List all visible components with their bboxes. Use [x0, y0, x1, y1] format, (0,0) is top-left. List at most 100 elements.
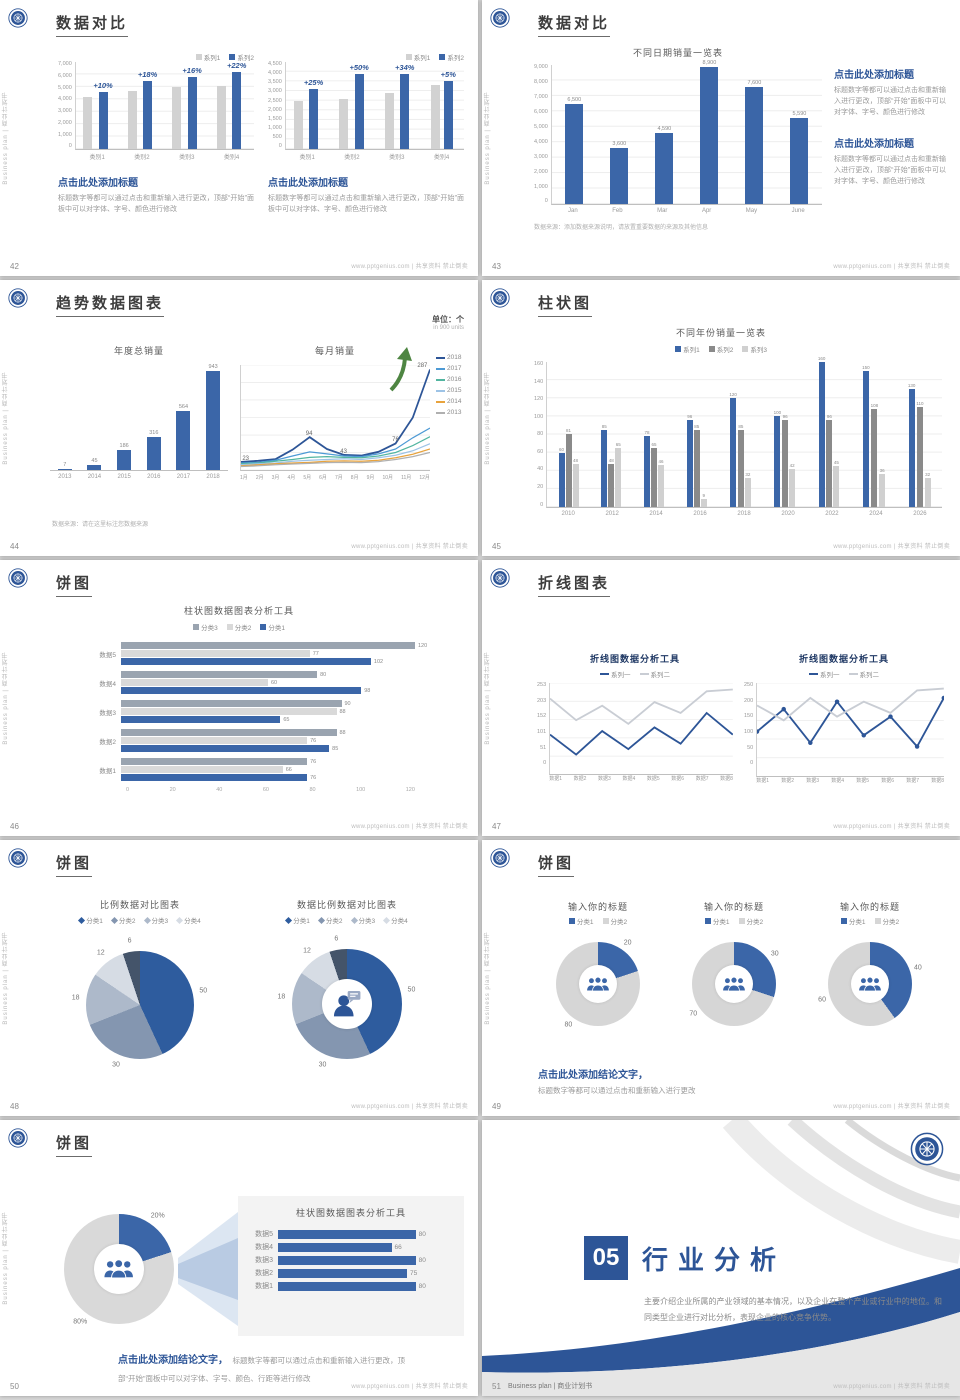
value-label: 60: [271, 679, 278, 686]
donut-chart: 30 70: [689, 942, 779, 1026]
pie-block-left: 比例数据对比图表 分类1 分类2 分类3 分类4 50 30 18 12 6: [55, 898, 225, 1069]
value-label: 80: [418, 1282, 426, 1290]
person-chat-icon: [331, 988, 362, 1019]
slide-number: 42: [10, 262, 19, 271]
bar: [879, 474, 886, 507]
slide-42[interactable]: Business plan | 商业计划书 数据对比 系列1 系列2 7,000 6…: [0, 0, 478, 276]
hbar-row: 数据3 90 88 65: [95, 700, 415, 723]
slice-label: 30: [770, 950, 779, 958]
slide-45[interactable]: Business plan | 商业计划书 柱状图 不同年份销量一览表 系列1 系…: [482, 280, 960, 556]
value-label: 75: [410, 1269, 418, 1277]
bar: [700, 66, 719, 204]
bar-group: +25%: [293, 62, 323, 149]
x-tick-label: 2012: [605, 511, 619, 517]
x-tick-label: 数据3: [806, 778, 819, 785]
x-tick-label: 数据1: [756, 778, 769, 785]
legend-item: 分类2: [317, 915, 343, 925]
legend-item: 分类4: [176, 915, 201, 925]
y-tick-label: 500: [272, 134, 282, 141]
slide-49[interactable]: Business plan | 商业计划书 饼图 输入你的标题 分类1 分类2 2…: [482, 840, 960, 1116]
chart-legend: 系列一 系列二: [537, 669, 733, 679]
chart-title: 年度总销量: [113, 346, 164, 356]
bar: [354, 73, 364, 149]
chart-block-left: 年度总销量 7 45 186 316 564 943 2013 2014 2015 2016 201…: [50, 344, 228, 483]
value-label: 100: [773, 410, 782, 416]
chart-block-right: 折线图数据分析工具 系列一 系列二 250 200 150 100 50 0 数据1 数据2 数据…: [744, 652, 944, 784]
y-tick-label: 9,000: [534, 64, 548, 70]
y-tick-label: 51: [540, 744, 547, 751]
slide-43[interactable]: Business plan | 商业计划书 数据对比 不同日期销量一览表 9,0…: [482, 0, 960, 276]
block-heading: 点击此处添加标题: [834, 138, 914, 150]
slide-51[interactable]: 05 行业分析 主要介绍企业所属的产业领域的基本情况，以及企业在整个产业或行业中…: [482, 1120, 960, 1396]
x-tick-label: 数据6: [881, 778, 894, 785]
x-tick-label: Jan: [568, 208, 578, 214]
y-tick-label: 200: [744, 697, 754, 704]
brand-logo-icon: [490, 288, 510, 308]
value-label: 316: [149, 429, 159, 436]
bar: [789, 468, 796, 507]
unit-sublabel: in 900 units: [433, 325, 464, 331]
people-icon: [103, 1253, 134, 1284]
legend-item: 分类1: [704, 916, 730, 926]
slice-label: 70: [689, 1010, 698, 1018]
x-tick-label: 类别1: [299, 154, 315, 161]
y-tick-label: 4,000: [534, 138, 548, 145]
slide-47[interactable]: Business plan | 商业计划书 折线图表 折线图数据分析工具 系列一…: [482, 560, 960, 836]
y-tick-label: 2,500: [268, 97, 282, 104]
chart-title: 每月销量: [314, 346, 355, 356]
legend-item: 分类1: [840, 916, 866, 926]
legend-item: 2018: [436, 354, 461, 361]
data-source-note: 数据来源：请在这里标注您数据来源: [52, 522, 149, 528]
value-label: 76: [310, 737, 317, 744]
x-tick-label: 类别4: [433, 154, 450, 161]
slice-label: 30: [318, 1061, 327, 1069]
value-label: 130: [907, 383, 916, 389]
bar: [737, 430, 744, 507]
legend-item: 2014: [436, 398, 461, 405]
value-label: 81: [566, 427, 572, 433]
slide-44[interactable]: Business plan | 商业计划书 趋势数据图表 单位：个 in 900…: [0, 280, 478, 556]
x-tick-label: 60: [262, 787, 269, 793]
bar-group: 85 48 65: [601, 362, 622, 507]
value-label: 85: [332, 745, 339, 752]
slide-number: 47: [492, 822, 501, 831]
bar: [818, 362, 825, 507]
chart-legend: 分类1 分类2: [534, 916, 662, 926]
brand-logo-icon: [8, 568, 28, 588]
bar: [216, 85, 226, 149]
y-axis: 7,000 6,000 5,000 4,000 3,000 2,000 1,000 0: [58, 61, 75, 162]
y-tick-label: 3,000: [534, 153, 548, 160]
slide-46[interactable]: Business plan | 商业计划书 饼图 柱状图数据图表分析工具 分类3…: [0, 560, 478, 836]
bar-group: 150 108 36: [862, 362, 886, 507]
category-label: 数据2: [99, 738, 116, 746]
bar: [309, 89, 319, 149]
x-tick-label: 10月: [382, 474, 394, 481]
slide-48[interactable]: Business plan | 商业计划书 饼图 比例数据对比图表 分类1 分类2…: [0, 840, 478, 1116]
legend-item: 系列二: [639, 669, 670, 679]
slide-number: 51: [492, 1382, 501, 1391]
bar-group: 5,590: [790, 65, 809, 204]
y-tick-label: 100: [534, 413, 544, 420]
chart-block-left: 系列1 系列2 7,000 6,000 5,000 4,000 3,000 2,000 1,0…: [58, 52, 254, 215]
value-label: 48: [573, 457, 579, 463]
x-tick-label: 3月: [271, 474, 280, 481]
slide-50[interactable]: Business plan | 商业计划书 饼图 20% 80% 柱状图数据图表分…: [0, 1120, 478, 1396]
unit-label: 单位：个: [432, 315, 464, 324]
bar: [172, 86, 182, 149]
x-tick-label: 类别3: [179, 154, 195, 161]
chart-block: 不同日期销量一览表 9,000 8,000 7,000 6,000 5,000 4,000…: [534, 46, 822, 231]
y-tick-label: 0: [544, 198, 548, 205]
x-tick-label: 40: [216, 787, 223, 793]
conclusion-text: 标题数字等都可以通过点击和重新输入进行更改，顶部“开始”面板中可以对字体、字号、…: [118, 1356, 405, 1383]
value-label: 36: [879, 468, 885, 474]
bar-group: 186: [117, 365, 132, 470]
x-tick-label: 类别2: [344, 154, 360, 161]
legend-item: 分类3: [350, 915, 375, 925]
x-tick-label: 11月: [401, 474, 412, 481]
legend-item: 系列2: [229, 52, 254, 62]
brand-logo-icon: [8, 1128, 28, 1148]
value-label: 96: [687, 414, 693, 419]
bar: [127, 90, 137, 149]
value-label: 120: [729, 392, 737, 398]
